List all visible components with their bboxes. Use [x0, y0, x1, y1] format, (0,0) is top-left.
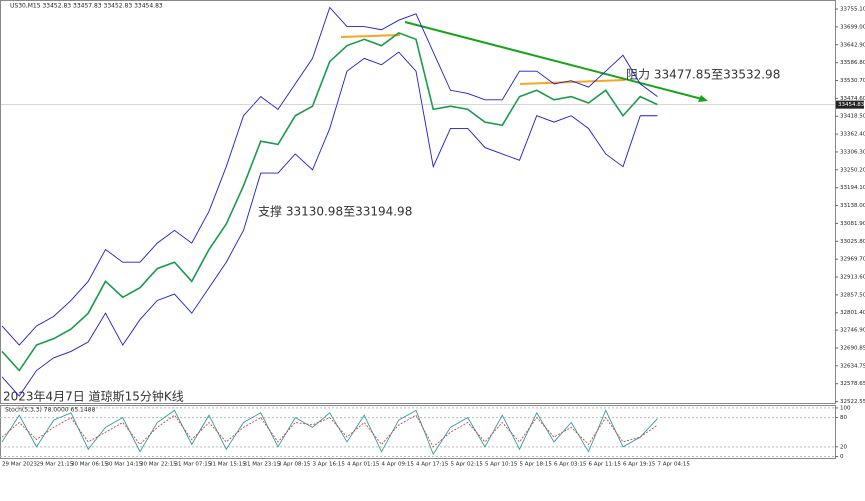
stoch-frame: [0, 405, 836, 459]
y-tick-label: 32746.90: [840, 328, 865, 334]
y-tick-label: 0: [840, 454, 844, 460]
x-tick-label: 31 Mar 15:15: [209, 462, 246, 468]
x-tick-label: 5 Apr 18:15: [520, 462, 553, 468]
y-tick-label: 33250.20: [840, 167, 865, 173]
x-tick-label: 6 Apr 03:15: [554, 462, 587, 468]
x-tick-label: 29 Mar 2023: [2, 462, 37, 468]
trend-line: [404, 21, 703, 100]
y-tick-label: 32801.40: [840, 310, 865, 316]
y-tick-label: 33642.90: [840, 42, 865, 48]
y-tick-label: 33530.70: [840, 78, 865, 84]
y-tick-label: 33081.90: [840, 221, 865, 227]
x-tick-label: 4 Apr 09:15: [382, 462, 415, 468]
x-tick-label: 3 Apr 08:15: [278, 462, 311, 468]
x-tick-label: 31 Mar 07:15: [175, 462, 212, 468]
y-tick-label: 33138.00: [840, 203, 865, 209]
x-tick-label: 7 Apr 04:15: [658, 462, 691, 468]
annotation: 支撑 33130.98至33194.98: [258, 204, 412, 219]
x-tick-label: 6 Apr 11:15: [589, 462, 622, 468]
y-tick-label: 32857.50: [840, 292, 865, 298]
series-line: [1, 32, 658, 372]
chart-header: US30,M15 33452.83 33457.83 33452.83 3345…: [10, 3, 163, 10]
x-tick-label: 30 Mar 22:15: [140, 462, 177, 468]
resistance-line: [519, 79, 626, 85]
x-tick-label: 4 Apr 17:15: [416, 462, 449, 468]
y-tick-label: 32578.65: [840, 381, 865, 387]
price-tag: [836, 100, 864, 109]
x-tick-label: 30 Mar 06:15: [71, 462, 108, 468]
annotation: 阻力 33477.85至33532.98: [626, 68, 780, 82]
main-frame: [0, 0, 836, 404]
annotation: 2023年4月7日 道琼斯15分钟K线: [3, 389, 184, 404]
y-tick-label: 33418.50: [840, 114, 865, 120]
y-tick-label: 33699.00: [840, 24, 865, 30]
series-line: [1, 6, 658, 346]
x-tick-label: 29 Mar 21:15: [37, 462, 74, 468]
y-tick-label: 32913.60: [840, 275, 865, 281]
x-tick-label: 3 Apr 16:15: [313, 462, 346, 468]
y-tick-label: 33474.60: [840, 96, 865, 102]
y-tick-label: 32690.85: [840, 345, 865, 351]
y-tick-label: 33306.30: [840, 149, 865, 155]
stoch-header: Stoch(5,3,3) 78.0000 65.1488: [5, 407, 96, 414]
x-tick-label: 6 Apr 19:15: [623, 462, 656, 468]
trend-arrow: [698, 95, 708, 102]
y-tick-label: 33755.10: [840, 7, 865, 13]
y-tick-label: 32634.75: [840, 363, 865, 369]
x-tick-label: 30 Mar 14:15: [106, 462, 143, 468]
x-tick-label: 5 Apr 10:15: [485, 462, 518, 468]
price-tag-label: 33454.83: [838, 102, 865, 108]
y-tick-label: 32969.70: [840, 257, 865, 263]
series-line: [1, 51, 658, 397]
y-tick-label: 32522.55: [840, 399, 865, 405]
x-tick-label: 31 Mar 23:15: [244, 462, 281, 468]
resistance-line: [340, 34, 401, 38]
y-tick-label: 80: [840, 415, 847, 421]
series-line: [1, 414, 658, 448]
y-tick-label: 20: [840, 444, 847, 450]
y-tick-label: 33362.40: [840, 132, 865, 138]
y-tick-label: 33194.10: [840, 185, 865, 191]
x-tick-label: 4 Apr 01:15: [347, 462, 380, 468]
x-tick-label: 5 Apr 02:15: [451, 462, 484, 468]
y-tick-label: 100: [840, 405, 851, 411]
y-tick-label: 33586.80: [840, 60, 865, 66]
series-line: [1, 409, 658, 456]
y-tick-label: 33025.80: [840, 239, 865, 245]
